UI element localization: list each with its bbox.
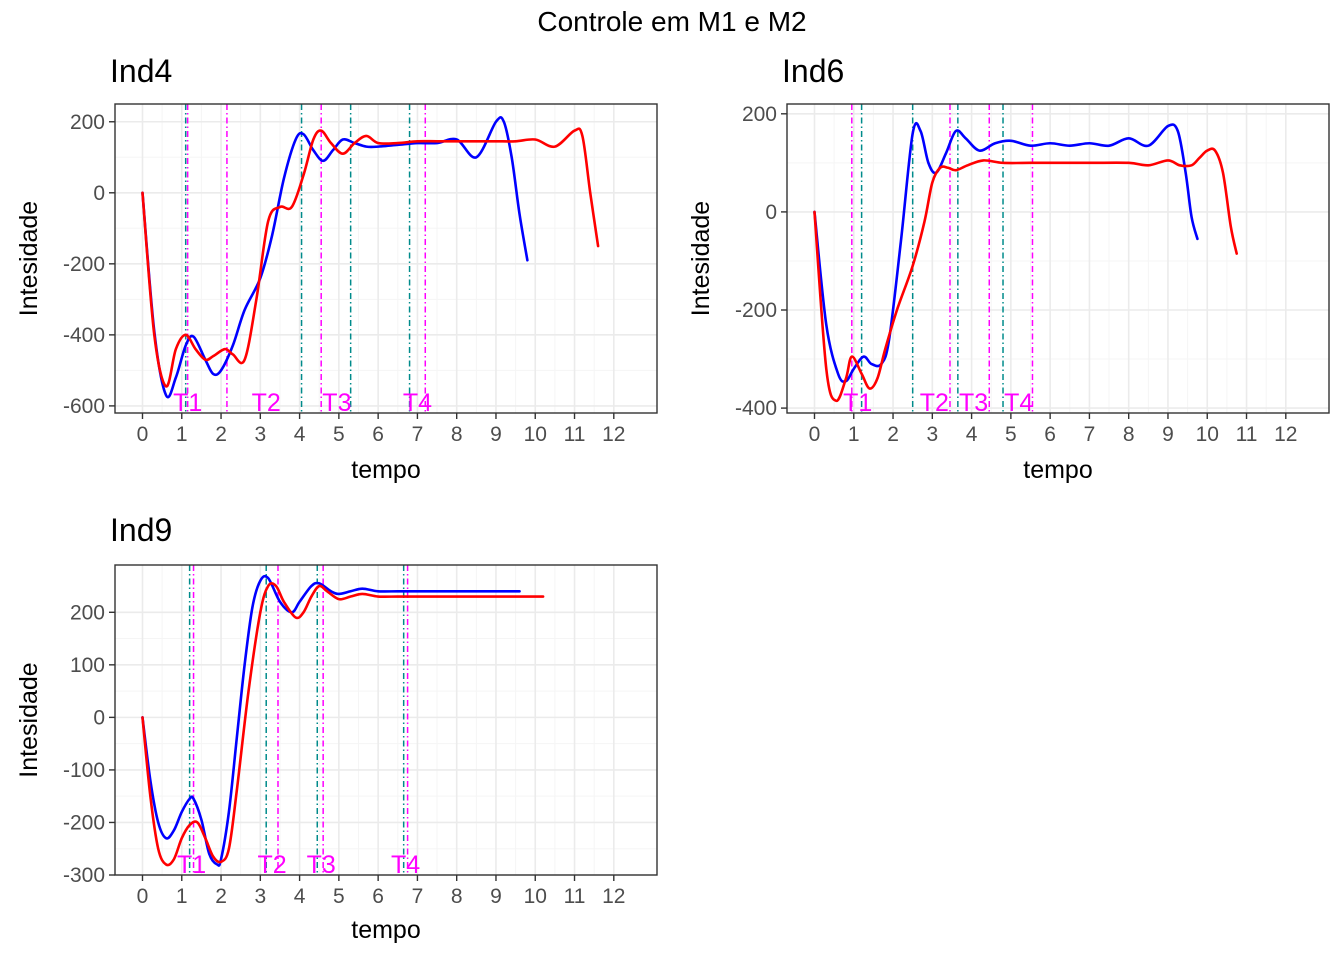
x-tick-label: 7 <box>412 423 424 446</box>
panel-background <box>115 104 657 413</box>
y-tick-label: 0 <box>93 182 105 205</box>
panel-background <box>115 565 657 875</box>
y-tick-label: 200 <box>742 103 777 126</box>
x-tick-label: 8 <box>451 423 463 446</box>
panel-title: Ind4 <box>110 53 172 89</box>
x-tick-label: 2 <box>887 423 899 446</box>
x-tick-label: 4 <box>966 423 978 446</box>
x-tick-label: 5 <box>333 423 345 446</box>
x-tick-label: 0 <box>137 423 149 446</box>
x-tick-label: 0 <box>137 885 149 908</box>
x-tick-label: 9 <box>490 885 502 908</box>
x-tick-label: 6 <box>1044 423 1056 446</box>
x-tick-label: 10 <box>524 423 547 446</box>
y-tick-label: 0 <box>765 201 777 224</box>
y-tick-label: 200 <box>70 111 105 134</box>
x-tick-label: 1 <box>176 885 188 908</box>
y-tick-label: 0 <box>93 706 105 729</box>
x-tick-label: 4 <box>294 423 306 446</box>
x-tick-label: 6 <box>372 885 384 908</box>
panel-title: Ind9 <box>110 512 172 548</box>
x-tick-label: 5 <box>333 885 345 908</box>
series-line-m2 <box>141 582 545 867</box>
series-line-m2 <box>813 147 1238 403</box>
x-tick-label: 11 <box>564 885 586 908</box>
x-tick-label: 8 <box>451 885 463 908</box>
panel-background <box>787 104 1329 413</box>
panel-ind4: T1 T2 T3 T40 1 2 3 4 5 6 7 8 9 10 11 12-600-400-2000200… <box>15 53 658 484</box>
series-line-m1 <box>813 121 1199 383</box>
panel-ind9: T1 T2 T3 T40 1 2 3 4 5 6 7 8 9 10 11 12-300-200-1000100… <box>15 512 658 944</box>
x-tick-label: 10 <box>524 885 547 908</box>
y-tick-label: -600 <box>63 395 105 418</box>
x-tick-label: 11 <box>1236 423 1258 446</box>
panel-ind6: T1 T2 T3 T40 1 2 3 4 5 6 7 8 9 10 11 12-400-2000200Ind6… <box>687 53 1330 484</box>
x-tick-label: 0 <box>809 423 821 446</box>
x-tick-label: 9 <box>490 423 502 446</box>
x-tick-label: 7 <box>412 885 424 908</box>
panel-border <box>114 103 658 414</box>
panel-border <box>114 564 658 876</box>
y-axis-label: Intesidade <box>15 662 43 777</box>
y-tick-label: -200 <box>63 811 105 834</box>
x-axis-label: tempo <box>351 916 420 944</box>
y-tick-label: -200 <box>63 253 105 276</box>
x-tick-label: 1 <box>176 423 188 446</box>
y-tick-label: 200 <box>70 601 105 624</box>
x-axis-label: tempo <box>1023 456 1092 484</box>
x-tick-label: 8 <box>1123 423 1135 446</box>
x-tick-label: 2 <box>215 423 227 446</box>
x-tick-label: 10 <box>1196 423 1219 446</box>
y-axis-label: Intesidade <box>15 201 43 316</box>
x-tick-label: 12 <box>602 423 625 446</box>
x-tick-label: 12 <box>1274 423 1297 446</box>
y-tick-label: -300 <box>63 864 105 887</box>
x-tick-label: 11 <box>564 423 586 446</box>
x-tick-label: 7 <box>1084 423 1096 446</box>
x-tick-label: 6 <box>372 423 384 446</box>
y-tick-label: -400 <box>63 324 105 347</box>
panel-border <box>786 103 1330 414</box>
x-tick-label: 2 <box>215 885 227 908</box>
series-line-m2 <box>141 127 600 388</box>
figure-title: Controle em M1 e M2 <box>537 6 806 37</box>
x-tick-label: 3 <box>254 423 266 446</box>
y-tick-label: -400 <box>735 397 777 420</box>
x-tick-label: 5 <box>1005 423 1017 446</box>
x-tick-label: 9 <box>1162 423 1174 446</box>
x-tick-label: 12 <box>602 885 625 908</box>
y-tick-label: -200 <box>735 299 777 322</box>
panel-title: Ind6 <box>782 53 844 89</box>
y-tick-label: 100 <box>70 654 105 677</box>
x-tick-label: 4 <box>294 885 306 908</box>
x-tick-label: 1 <box>848 423 860 446</box>
panels: T1 T2 T3 T40 1 2 3 4 5 6 7 8 9 10 11 12-600-400-2000200… <box>15 53 1330 944</box>
x-tick-label: 3 <box>926 423 938 446</box>
y-tick-label: -100 <box>63 759 105 782</box>
x-axis-label: tempo <box>351 456 420 484</box>
y-axis-label: Intesidade <box>687 201 715 316</box>
series-line-m1 <box>141 574 521 867</box>
x-tick-label: 3 <box>254 885 266 908</box>
